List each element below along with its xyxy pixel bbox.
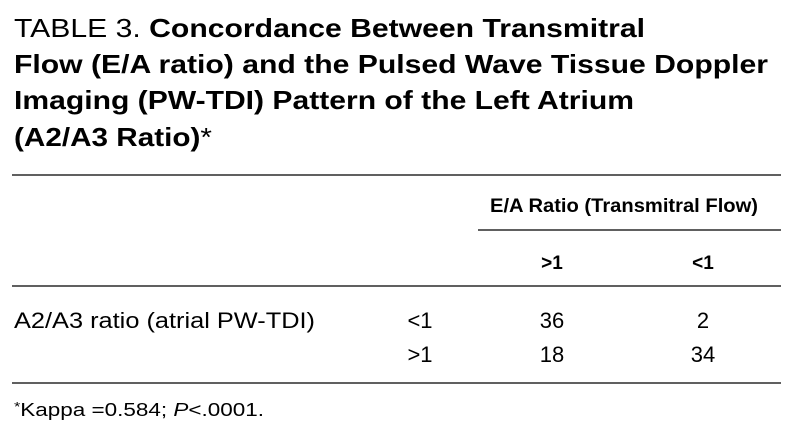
column-header: <1 [692, 253, 714, 274]
footnote-text: <.0001. [188, 400, 264, 420]
footnote-marker: * [14, 399, 20, 414]
cell: 34 [691, 342, 715, 367]
footnote-text: Kappa =0.584; [20, 400, 173, 420]
footnote: *Kappa =0.584; P <.0001. [14, 399, 264, 420]
title-text: (A2/A3 Ratio) [14, 122, 200, 152]
cell: 2 [697, 308, 709, 333]
row-sublabel: <1 [407, 308, 432, 333]
group-header: E/A Ratio (Transmitral Flow) [490, 196, 758, 217]
cell: 18 [540, 342, 564, 367]
title-line: (A2/A3 Ratio) * [14, 122, 212, 152]
title-line: Imaging (PW-TDI) Pattern of the Left Atr… [14, 85, 634, 115]
title-marker: * [200, 122, 212, 152]
row-label: A2/A3 ratio (atrial PW-TDI) [14, 308, 315, 333]
title-line: TABLE 3. Concordance Between Transmitral [14, 13, 645, 43]
title-line: Flow (E/A ratio) and the Pulsed Wave Tis… [14, 49, 768, 79]
footnote-p: P [173, 400, 188, 420]
column-header: >1 [541, 253, 563, 274]
cell: 36 [540, 308, 564, 333]
row-sublabel: >1 [407, 342, 432, 367]
title-text: Concordance Between Transmitral [149, 13, 645, 43]
table-label: TABLE 3. [14, 13, 141, 43]
